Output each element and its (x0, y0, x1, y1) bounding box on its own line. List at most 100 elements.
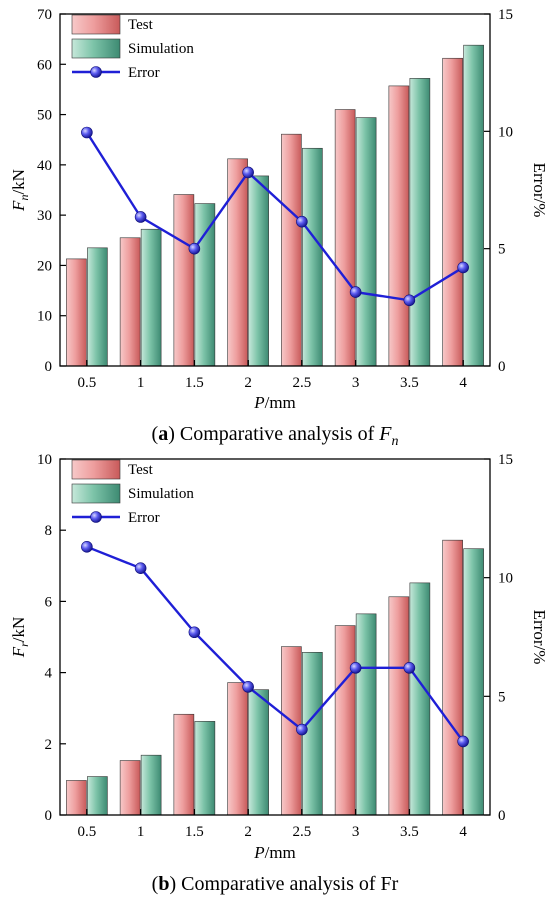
bar-simulation-1 (140, 754, 162, 816)
x-tick-label: 3.5 (400, 824, 419, 840)
figure-caption: (a) Comparative analysis of Fn (152, 423, 399, 449)
caption-text: Comparative analysis of Fr (181, 873, 399, 895)
bar-simulation-3.5 (409, 78, 431, 367)
right-axis-title: Error/% (530, 610, 549, 665)
left-tick-label: 2 (45, 737, 53, 753)
error-point-0.5 (81, 126, 93, 139)
error-point-3.5 (403, 294, 416, 307)
bar-simulation-2 (248, 175, 269, 367)
left-tick-label: 8 (45, 523, 53, 539)
legend-swatch-test (71, 14, 121, 35)
bar-simulation-3 (355, 117, 377, 367)
y-axis-symbol: F (9, 646, 28, 658)
error-point-2 (242, 681, 254, 693)
legend-swatch-simulation (71, 483, 121, 504)
bar-test-3 (334, 625, 356, 816)
bar-simulation-1 (140, 228, 162, 367)
right-tick-label: 15 (498, 452, 513, 468)
bar-test-2 (227, 682, 248, 816)
error-point-1 (134, 211, 147, 223)
x-tick-label: 1.5 (185, 375, 204, 391)
left-tick-label: 0 (45, 808, 53, 824)
bar-simulation-4 (463, 548, 484, 816)
error-line (85, 131, 464, 302)
bar-simulation-1.5 (194, 203, 216, 367)
caption-symbol: F (378, 423, 392, 445)
y-axis-subscript: r (17, 642, 31, 647)
bar-test-3.5 (388, 596, 410, 816)
x-axis-title: P/mm (253, 843, 296, 862)
x-tick-label: 1 (137, 824, 145, 840)
bar-test-4 (442, 57, 463, 367)
bar-test-1.5 (173, 194, 195, 367)
x-tick-label: 3 (352, 824, 360, 840)
left-tick-label: 70 (37, 7, 52, 23)
right-tick-label: 15 (498, 7, 513, 23)
x-tick-label: 2 (244, 824, 252, 840)
caption-letter: b (158, 873, 169, 895)
right-tick-label: 10 (498, 124, 513, 140)
left-tick-label: 0 (45, 359, 53, 375)
left-tick-label: 10 (37, 309, 52, 325)
x-axis-symbol: P (253, 843, 264, 862)
legend-swatch-simulation (71, 38, 121, 59)
x-axis-symbol: P (253, 393, 264, 412)
right-tick-label: 5 (498, 242, 506, 258)
x-axis-title: P/mm (253, 393, 296, 412)
bar-test-3 (334, 109, 356, 367)
bar-test-1 (119, 237, 141, 367)
error-line (86, 545, 465, 743)
bar-test-0.5 (66, 780, 87, 816)
right-tick-label: 0 (498, 808, 506, 824)
left-tick-label: 30 (37, 208, 52, 224)
caption-paren-close: ) (169, 873, 181, 895)
left-tick-label: 50 (37, 108, 52, 124)
error-point-2.5 (296, 215, 308, 228)
x-tick-label: 4 (459, 824, 467, 840)
bar-test-0.5 (66, 258, 87, 367)
bar-simulation-0.5 (87, 247, 108, 367)
caption-paren-open: ( (152, 873, 159, 895)
error-point-3.5 (403, 662, 416, 674)
bar-simulation-1.5 (194, 721, 216, 816)
left-tick-label: 40 (37, 158, 52, 174)
plot-frame (59, 13, 491, 367)
error-point-1.5 (188, 242, 201, 255)
right-axis-title: Error/% (530, 163, 549, 218)
x-tick-label: 2 (244, 375, 252, 391)
caption-paren-open: ( (152, 423, 159, 445)
x-tick-label: 3.5 (400, 375, 419, 391)
caption-text: Comparative analysis of (180, 423, 379, 445)
bar-simulation-3.5 (409, 582, 431, 816)
y-axis-unit: /kN (9, 169, 28, 195)
legend-marker-error (90, 66, 102, 78)
bar-simulation-2 (248, 689, 269, 816)
chart-a: 0 10 20 30 40 50 60 70 0 5 10 15 0.5 1 1.5 2 2.5 3 3.5 4 P/m… (9, 7, 549, 449)
legend-label-simulation: Simulation (128, 41, 194, 57)
legend-label-simulation: Simulation (128, 486, 194, 502)
error-point-1.5 (188, 626, 201, 639)
y-axis-unit: /kN (9, 617, 28, 643)
left-tick-label: 10 (37, 452, 52, 468)
bar-simulation-4 (463, 44, 484, 367)
error-point-1 (134, 562, 147, 574)
legend-marker-error (90, 511, 102, 523)
left-tick-label: 6 (45, 594, 53, 610)
x-tick-label: 2.5 (293, 824, 312, 840)
x-axis-unit: /mm (265, 393, 296, 412)
x-tick-label: 0.5 (78, 824, 97, 840)
caption-subscript: n (391, 434, 398, 449)
y-axis-subscript: n (17, 195, 31, 201)
x-tick-label: 0.5 (78, 375, 97, 391)
error-point-2 (242, 166, 254, 179)
x-tick-label: 1 (137, 375, 145, 391)
bar-simulation-0.5 (87, 776, 108, 816)
bar-simulation-3 (355, 613, 377, 816)
bar-test-1 (119, 760, 141, 816)
error-point-3 (349, 286, 362, 298)
caption-letter: a (158, 423, 168, 445)
legend-label-test: Test (128, 462, 154, 478)
y-axis-title: Fn/kN (9, 169, 31, 212)
bar-test-2.5 (281, 133, 302, 367)
